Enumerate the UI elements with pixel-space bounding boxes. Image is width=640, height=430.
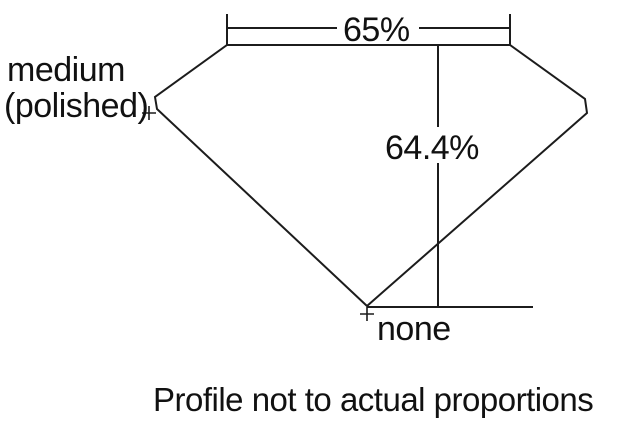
table-width-label-mask	[337, 12, 419, 44]
girdle-label-line1: medium	[7, 51, 125, 89]
table-width-label: 65%	[343, 11, 410, 49]
diagram-linework	[142, 14, 589, 321]
diagram-labels: 65% 64.4% medium (polished) none Profile…	[4, 11, 594, 418]
girdle-label-line2: (polished)	[4, 87, 148, 125]
label-masks	[337, 12, 486, 163]
depth-label: 64.4%	[385, 129, 479, 167]
culet-crosshair-marker	[360, 307, 374, 321]
girdle-crosshair-marker	[142, 106, 156, 120]
depth-label-mask	[381, 127, 486, 163]
diamond-outline	[153, 44, 589, 308]
caption: Profile not to actual proportions	[153, 381, 593, 418]
culet-label: none	[377, 310, 451, 348]
